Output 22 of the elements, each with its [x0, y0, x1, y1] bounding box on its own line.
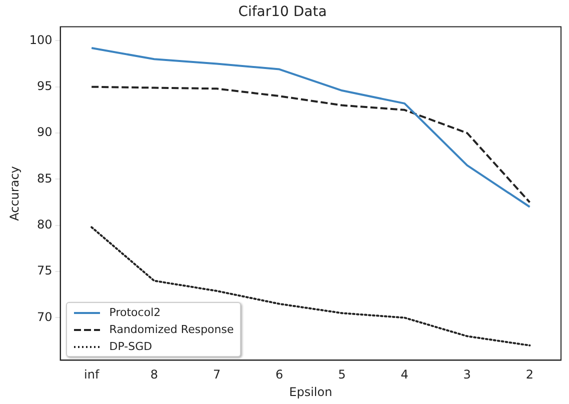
x-axis-title: Epsilon	[289, 384, 332, 399]
y-tick-label: 75	[37, 264, 52, 278]
y-axis-title: Accuracy	[7, 166, 22, 221]
y-tick-label: 100	[29, 32, 52, 47]
y-tick-label: 85	[37, 171, 52, 186]
y-tick-label: 70	[37, 310, 52, 324]
y-tick-label: 95	[37, 78, 52, 93]
x-tick-label: 6	[276, 368, 284, 382]
x-tick-label: 4	[400, 368, 408, 382]
x-tick-label: 3	[463, 368, 471, 382]
legend-label: Randomized Response	[109, 323, 234, 336]
line-series	[90, 86, 531, 204]
x-tick-label: 5	[338, 368, 346, 382]
x-tick-label: 2	[526, 368, 534, 382]
x-tick-label: 7	[212, 368, 221, 382]
y-tick-label: 90	[37, 125, 52, 140]
x-tick-label: inf	[84, 368, 100, 382]
y-tick-label: 80	[37, 217, 52, 232]
legend-label: DP-SGD	[109, 340, 152, 354]
legend-label: Protocol2	[109, 306, 161, 320]
chart-title: Cifar10 Data	[238, 4, 327, 20]
x-tick-label: 8	[150, 368, 158, 382]
